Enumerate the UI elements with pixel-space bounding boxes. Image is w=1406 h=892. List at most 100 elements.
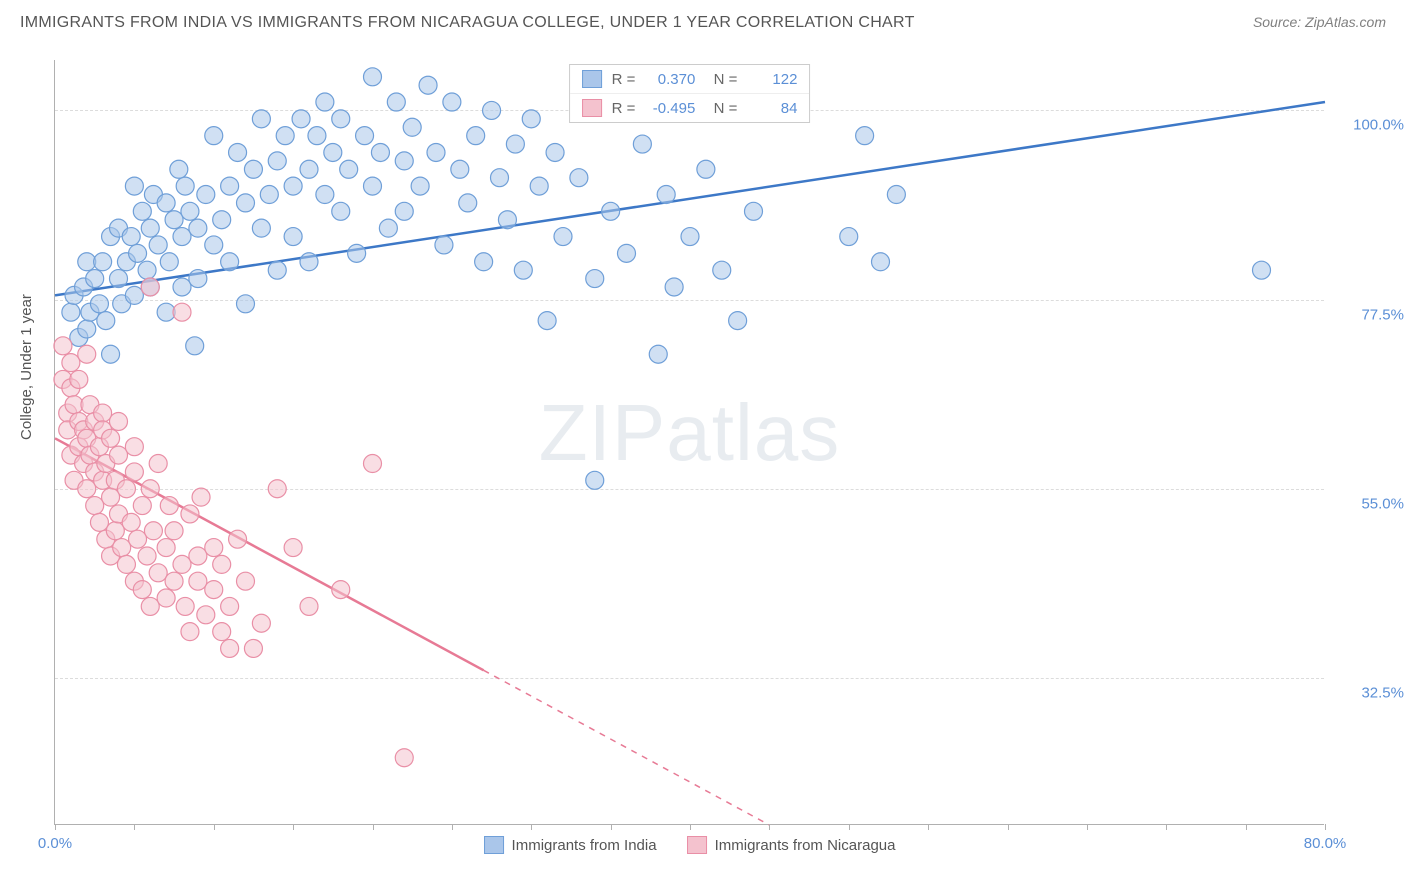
data-point [165, 572, 183, 590]
data-point [332, 581, 350, 599]
data-point [268, 480, 286, 498]
data-point [189, 547, 207, 565]
data-point [237, 572, 255, 590]
data-point [54, 337, 72, 355]
data-point [300, 597, 318, 615]
x-tick [134, 824, 135, 830]
data-point [173, 303, 191, 321]
data-point [316, 186, 334, 204]
source-attribution: Source: ZipAtlas.com [1253, 14, 1386, 30]
y-tick-label: 77.5% [1334, 306, 1404, 323]
data-point [237, 194, 255, 212]
legend-label: Immigrants from Nicaragua [715, 837, 896, 854]
data-point [213, 211, 231, 229]
data-point [586, 471, 604, 489]
x-tick [849, 824, 850, 830]
data-point [129, 244, 147, 262]
data-point [316, 93, 334, 111]
data-point [205, 127, 223, 145]
data-point [141, 278, 159, 296]
data-point [395, 749, 413, 767]
data-point [157, 194, 175, 212]
data-point [237, 295, 255, 313]
data-point [133, 497, 151, 515]
data-point [665, 278, 683, 296]
data-point [125, 438, 143, 456]
data-point [181, 202, 199, 220]
data-point [395, 202, 413, 220]
data-point [395, 152, 413, 170]
data-point [86, 270, 104, 288]
data-point [403, 118, 421, 136]
data-point [110, 446, 128, 464]
data-point [467, 127, 485, 145]
data-point [538, 312, 556, 330]
data-point [356, 127, 374, 145]
data-point [102, 345, 120, 363]
data-point [244, 639, 262, 657]
stat-label: N = [705, 100, 737, 117]
x-tick [690, 824, 691, 830]
data-point [427, 143, 445, 161]
legend-swatch [687, 836, 707, 854]
data-point [186, 337, 204, 355]
data-point [300, 253, 318, 271]
data-point [122, 228, 140, 246]
data-point [443, 93, 461, 111]
data-point [221, 639, 239, 657]
data-point [411, 177, 429, 195]
data-point [160, 497, 178, 515]
r-value: -0.495 [645, 100, 695, 117]
data-point [110, 412, 128, 430]
x-tick [928, 824, 929, 830]
x-tick [293, 824, 294, 830]
legend-swatch [582, 99, 602, 117]
x-tick [1246, 824, 1247, 830]
data-point [70, 370, 88, 388]
data-point [570, 169, 588, 187]
data-point [129, 530, 147, 548]
data-point [173, 278, 191, 296]
data-point [364, 177, 382, 195]
x-tick-label: 0.0% [38, 835, 72, 852]
data-point [170, 160, 188, 178]
data-point [419, 76, 437, 94]
data-point [138, 261, 156, 279]
data-point [197, 186, 215, 204]
data-point [506, 135, 524, 153]
data-point [173, 555, 191, 573]
data-point [197, 606, 215, 624]
data-point [141, 597, 159, 615]
r-value: 0.370 [645, 71, 695, 88]
data-point [300, 160, 318, 178]
data-point [78, 320, 96, 338]
stat-label: R = [612, 100, 636, 117]
legend-row: R =-0.495 N =84 [570, 93, 810, 122]
legend-item: Immigrants from India [484, 836, 657, 854]
x-tick [611, 824, 612, 830]
data-point [192, 488, 210, 506]
trend-line-dashed [484, 670, 770, 825]
data-point [102, 429, 120, 447]
data-point [633, 135, 651, 153]
data-point [872, 253, 890, 271]
x-tick [1087, 824, 1088, 830]
data-point [113, 539, 131, 557]
data-point [165, 522, 183, 540]
data-point [189, 572, 207, 590]
legend-label: Immigrants from India [512, 837, 657, 854]
data-point [97, 312, 115, 330]
data-point [252, 110, 270, 128]
data-point [62, 303, 80, 321]
data-point [149, 564, 167, 582]
data-point [491, 169, 509, 187]
data-point [268, 152, 286, 170]
data-point [657, 186, 675, 204]
data-point [729, 312, 747, 330]
data-point [244, 160, 262, 178]
legend-item: Immigrants from Nicaragua [687, 836, 896, 854]
data-point [205, 539, 223, 557]
chart-title: IMMIGRANTS FROM INDIA VS IMMIGRANTS FROM… [20, 14, 915, 32]
data-point [221, 597, 239, 615]
data-point [110, 270, 128, 288]
